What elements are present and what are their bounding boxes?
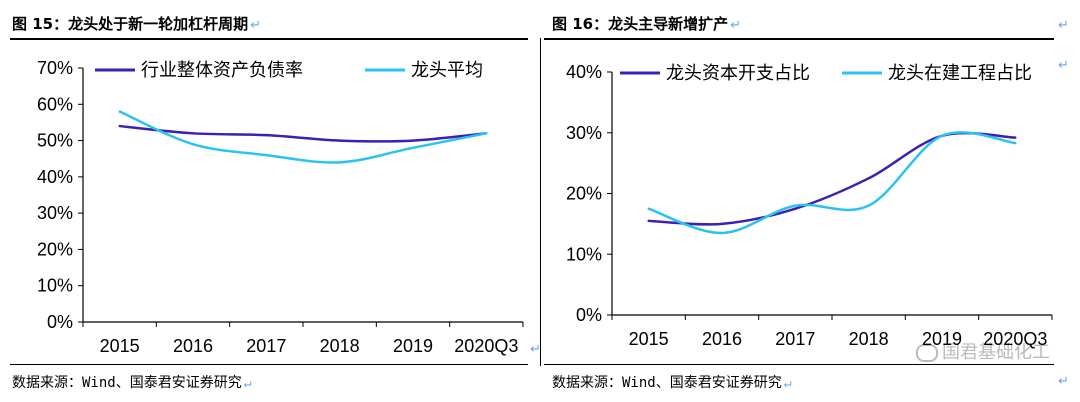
data-point: [720, 231, 724, 235]
data-point: [265, 153, 268, 157]
data-point: [265, 133, 268, 137]
return-mark-icon: ↵: [1058, 58, 1069, 73]
return-mark-icon: ↵: [783, 376, 792, 391]
data-point: [191, 132, 195, 135]
data-point: [338, 139, 341, 142]
return-mark-icon: ↵: [1058, 18, 1069, 33]
series-line-1: [648, 131, 1016, 226]
data-point: [647, 207, 650, 210]
legend-label: 龙头资本开支占比: [666, 63, 810, 84]
series-line-2: [119, 110, 487, 164]
left-title-rule: [10, 38, 528, 40]
data-point: [940, 134, 944, 137]
return-mark-icon: ↵: [250, 18, 262, 33]
legend-label: 龙头在建工程占比: [888, 63, 1032, 84]
right-source-text: 数据来源：Wind、国泰君安证券研究 ↵: [552, 375, 792, 391]
right-line-chart: 0% 10% 20% 30% 40% 2015 2016 2017 2018 2019 2020Q3…: [566, 62, 1053, 349]
x-tick-label: 2017: [246, 336, 286, 356]
return-mark-icon: ↵: [1058, 374, 1069, 389]
data-point: [338, 161, 341, 164]
left-line-chart: 0% 10% 20% 30% 40% 50% 60% 70% 2015 2016 2017 2018 2…: [37, 58, 524, 356]
y-tick-label: 10%: [566, 244, 602, 264]
left-figure-panel: 图 15：龙头处于新一轮加杠杆周期 ↵ 数据来源：Wind、国泰君安证券研究 ↵: [10, 15, 528, 391]
data-point: [411, 139, 415, 142]
data-point: [411, 146, 415, 150]
data-point: [867, 177, 870, 180]
wechat-icon: [916, 344, 938, 362]
right-title-rule: [544, 38, 1054, 40]
data-point: [794, 207, 797, 210]
x-tick-label: 2016: [173, 336, 213, 356]
return-mark-icon: ↵: [243, 376, 252, 391]
data-point: [867, 204, 870, 207]
data-point: [647, 219, 650, 223]
y-tick-label: 10%: [37, 276, 73, 296]
x-tick-label: 2016: [702, 329, 742, 349]
y-tick-label: 20%: [37, 239, 73, 259]
y-tick-label: 50%: [37, 131, 73, 151]
left-figure-title: 图 15：龙头处于新一轮加杠杆周期 ↵: [12, 15, 262, 33]
x-tick-label: 2018: [320, 336, 360, 356]
return-mark-icon: ↵: [730, 18, 742, 33]
x-tick-label: 2020Q3: [454, 336, 518, 356]
legend-label: 龙头平均: [411, 60, 483, 81]
x-tick-label: 2017: [775, 329, 815, 349]
x-tick-label: 2015: [100, 336, 140, 356]
data-point: [1014, 136, 1017, 139]
data-point: [1014, 141, 1017, 145]
left-source-text: 数据来源：Wind、国泰君安证券研究 ↵: [12, 375, 252, 391]
x-tick-label: 2020Q3: [983, 329, 1047, 349]
left-bottom-rule: [10, 364, 528, 365]
x-tick-label: 2019: [922, 329, 962, 349]
right-figure-title: 图 16：龙头主导新增扩产 ↵: [552, 15, 742, 33]
data-point: [720, 222, 724, 226]
x-tick-label: 2019: [393, 336, 433, 356]
x-tick-label: 2018: [849, 329, 889, 349]
y-tick-label: 30%: [566, 123, 602, 143]
data-point: [118, 124, 121, 128]
y-tick-label: 0%: [47, 312, 73, 332]
series-line-1: [119, 124, 487, 143]
right-bottom-rule: [544, 364, 1054, 365]
y-tick-label: 30%: [37, 203, 73, 223]
data-point: [118, 110, 121, 113]
legend-label: 行业整体资产负债率: [141, 60, 303, 81]
y-tick-label: 0%: [576, 305, 602, 325]
y-tick-label: 20%: [566, 184, 602, 204]
y-tick-label: 40%: [37, 167, 73, 187]
data-point: [485, 132, 488, 135]
series-line-2: [648, 131, 1016, 235]
x-tick-label: 2015: [629, 329, 669, 349]
return-mark-icon: ↵: [530, 342, 541, 357]
y-tick-label: 70%: [37, 58, 73, 78]
right-figure-panel: 图 16：龙头主导新增扩产 ↵ 数据来源：Wind、国泰君安证券研究 ↵: [540, 0, 1080, 402]
panel-separator: [540, 38, 541, 366]
data-point: [191, 143, 195, 146]
watermark: 国君基础化工: [916, 338, 1050, 364]
y-tick-label: 60%: [37, 94, 73, 114]
data-point: [794, 204, 797, 207]
y-tick-label: 40%: [566, 62, 602, 82]
